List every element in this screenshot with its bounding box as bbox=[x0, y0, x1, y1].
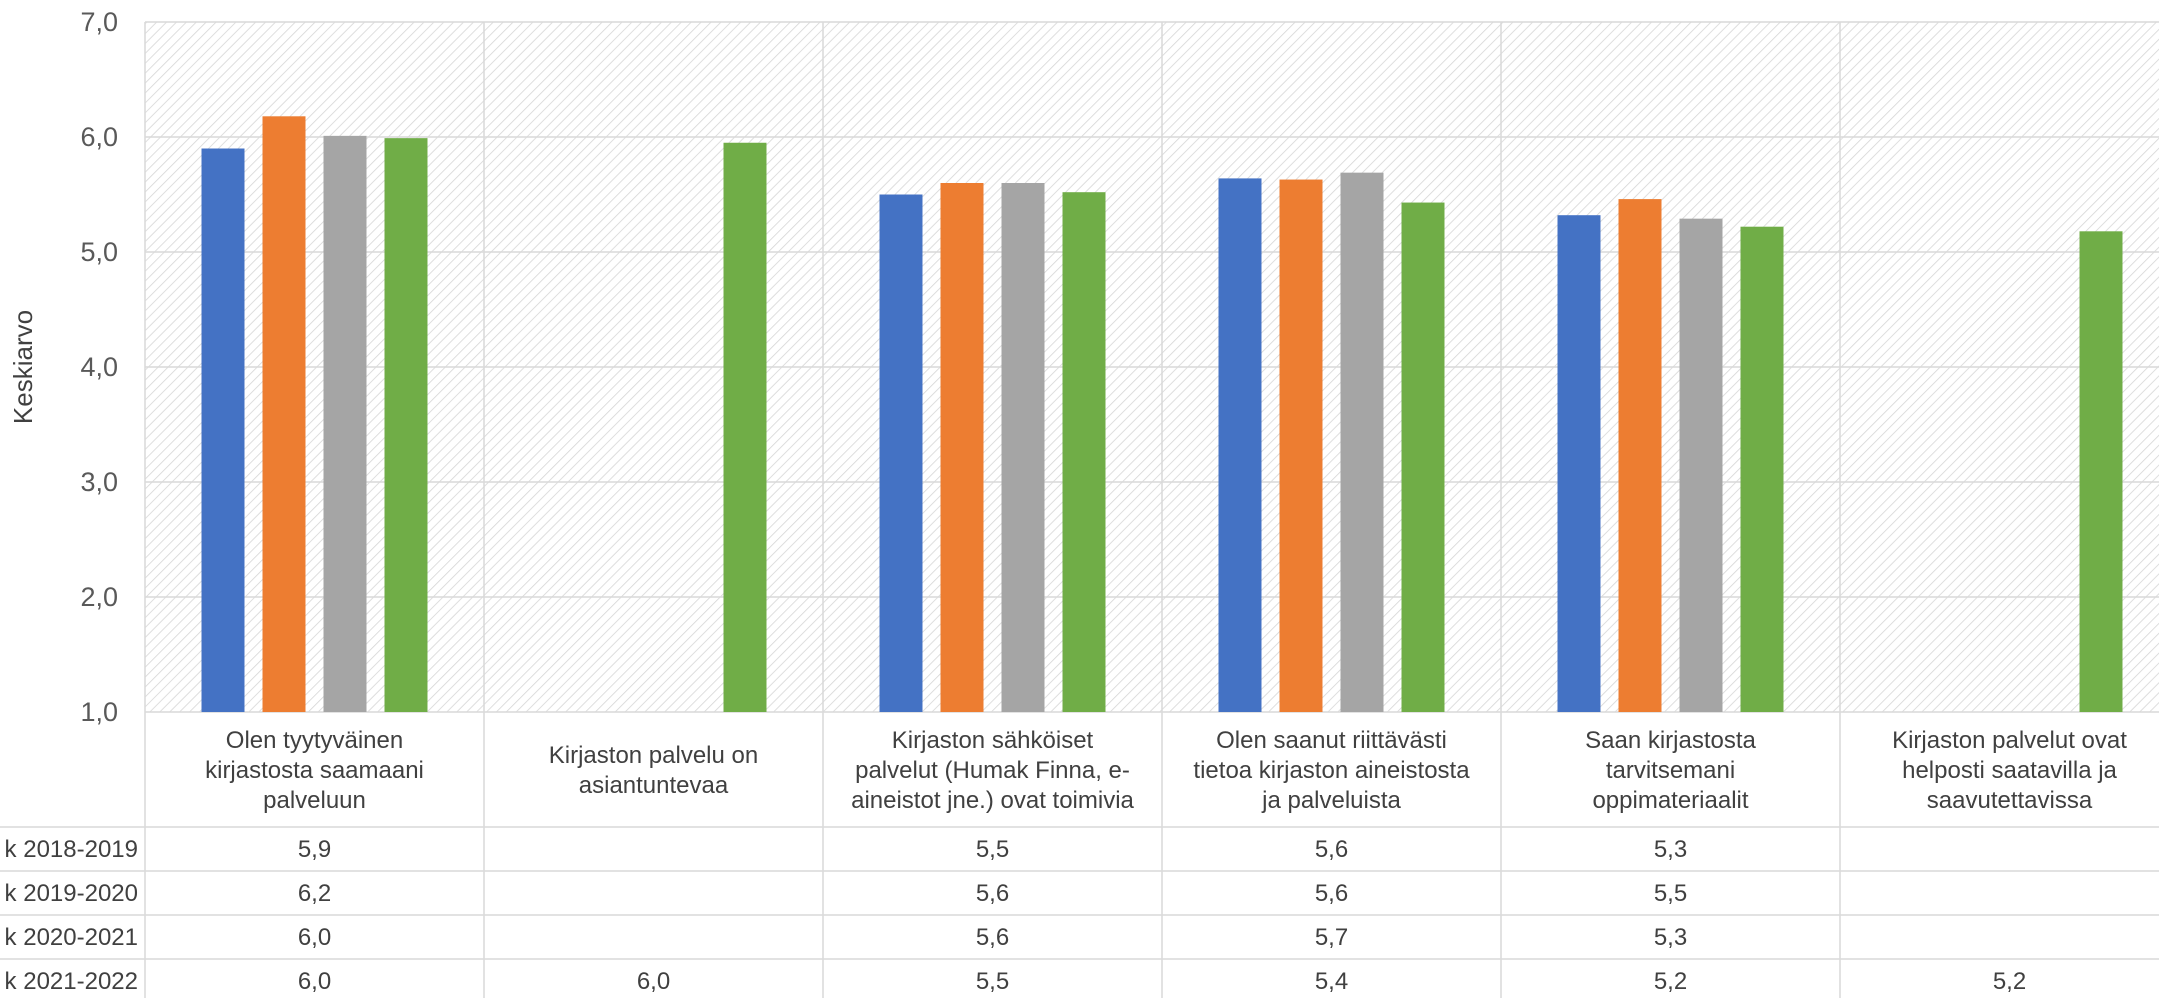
table-cell-value: 5,3 bbox=[1654, 836, 1687, 863]
category-label: Olen saanut riittävästi bbox=[1216, 727, 1447, 754]
category-label: Kirjaston palvelut ovat bbox=[1892, 727, 2127, 754]
table-cell-value: 6,0 bbox=[298, 924, 331, 951]
y-tick-label: 1,0 bbox=[80, 697, 118, 727]
bar bbox=[1618, 199, 1662, 713]
bar bbox=[384, 138, 428, 712]
category-label: oppimateriaalit bbox=[1592, 787, 1748, 814]
table-cell-value: 5,6 bbox=[1315, 836, 1348, 863]
table-cell-value: 5,5 bbox=[976, 968, 1009, 995]
series-name: k 2021-2022 bbox=[5, 968, 138, 995]
table-cell-value: 5,2 bbox=[1993, 968, 2026, 995]
category-label: tietoa kirjaston aineistosta bbox=[1193, 757, 1470, 784]
bar bbox=[262, 116, 306, 713]
category-label: helposti saatavilla ja bbox=[1902, 757, 2117, 784]
series-name: k 2018-2019 bbox=[5, 836, 138, 863]
y-tick-label: 4,0 bbox=[80, 352, 118, 382]
table-cell-value: 6,2 bbox=[298, 880, 331, 907]
table-cell-value: 5,3 bbox=[1654, 924, 1687, 951]
bar bbox=[1340, 172, 1384, 712]
table-cell-value: 5,5 bbox=[976, 836, 1009, 863]
bar bbox=[1401, 202, 1445, 713]
table-cell-value: 5,6 bbox=[976, 924, 1009, 951]
series-name: k 2019-2020 bbox=[5, 880, 138, 907]
category-label: Olen tyytyväinen bbox=[226, 727, 403, 754]
y-tick-label: 5,0 bbox=[80, 237, 118, 267]
category-label: asiantuntevaa bbox=[579, 772, 729, 799]
bar bbox=[1740, 226, 1784, 712]
data-table: Olen tyytyväinen kirjastosta saamaani palv… bbox=[0, 727, 2159, 995]
y-tick-label: 2,0 bbox=[80, 582, 118, 612]
table-cell-value: 6,0 bbox=[637, 968, 670, 995]
table-cell-value: 5,9 bbox=[298, 836, 331, 863]
y-tick-label: 3,0 bbox=[80, 467, 118, 497]
table-cell-value: 5,7 bbox=[1315, 924, 1348, 951]
y-axis-ticks: 1,0 2,0 3,0 4,0 5,0 6,0 7,0 bbox=[80, 7, 118, 727]
category-label: Kirjaston palvelu on bbox=[549, 742, 758, 769]
bar bbox=[879, 194, 923, 712]
category-label: palvelut (Humak Finna, e- bbox=[855, 757, 1130, 784]
table-cell-value: 6,0 bbox=[298, 968, 331, 995]
category-label: palveluun bbox=[263, 787, 366, 814]
category-label: kirjastosta saamaani bbox=[205, 757, 424, 784]
bar bbox=[201, 148, 245, 712]
bar bbox=[1557, 215, 1601, 712]
bar bbox=[2079, 231, 2123, 713]
bar bbox=[1679, 218, 1723, 712]
gridlines bbox=[144, 21, 2159, 998]
y-tick-label: 6,0 bbox=[80, 122, 118, 152]
table-cell-value: 5,6 bbox=[976, 880, 1009, 907]
bar bbox=[723, 142, 767, 712]
category-label: Kirjaston sähköiset bbox=[892, 727, 1094, 754]
y-tick-label: 7,0 bbox=[80, 7, 118, 37]
table-cell-value: 5,6 bbox=[1315, 880, 1348, 907]
table-cell-value: 5,4 bbox=[1315, 968, 1348, 995]
y-axis-label: Keskiarvo bbox=[8, 310, 38, 424]
category-label: Saan kirjastosta bbox=[1585, 727, 1756, 754]
bar bbox=[1218, 178, 1262, 712]
table-cell-value: 5,2 bbox=[1654, 968, 1687, 995]
bar bbox=[1001, 183, 1045, 712]
bar bbox=[1279, 179, 1323, 713]
table-cell-value: 5,5 bbox=[1654, 880, 1687, 907]
category-label: aineistot jne.) ovat toimivia bbox=[851, 787, 1134, 814]
category-label: saavutettavissa bbox=[1927, 787, 2093, 814]
category-label: tarvitsemani bbox=[1606, 757, 1735, 784]
bars bbox=[201, 116, 2123, 713]
bar bbox=[1062, 192, 1106, 712]
bar bbox=[940, 183, 984, 712]
series-name: k 2020-2021 bbox=[5, 924, 138, 951]
category-label: ja palveluista bbox=[1261, 787, 1401, 814]
bar bbox=[323, 135, 367, 713]
